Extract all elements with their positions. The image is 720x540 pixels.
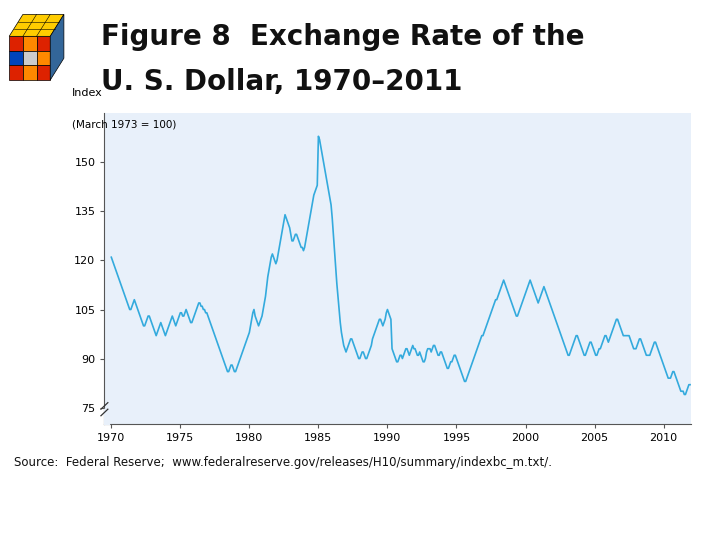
Bar (23, 51, 37, 65)
Text: Index: Index (72, 88, 103, 98)
Bar (23, 36, 37, 51)
Text: U. S. Dollar, 1970–2011: U. S. Dollar, 1970–2011 (101, 68, 462, 96)
Bar (9, 51, 23, 65)
Bar (9, 36, 23, 51)
Text: Source:  Federal Reserve;  www.federalreserve.gov/releases/H10/summary/indexbc_m: Source: Federal Reserve; www.federalrese… (14, 456, 552, 469)
Bar (23, 65, 37, 80)
Bar (37, 36, 50, 51)
Text: 1-18     © 2013 Pearson Education, Inc. All rights reserved.: 1-18 © 2013 Pearson Education, Inc. All … (11, 511, 299, 521)
Polygon shape (50, 15, 64, 80)
Bar (9, 65, 23, 80)
Bar (37, 65, 50, 80)
Text: PEARSON: PEARSON (626, 505, 720, 526)
Bar (37, 51, 50, 65)
Text: Figure 8  Exchange Rate of the: Figure 8 Exchange Rate of the (101, 23, 585, 51)
Text: (March 1973 = 100): (March 1973 = 100) (72, 120, 176, 130)
Polygon shape (9, 15, 64, 36)
